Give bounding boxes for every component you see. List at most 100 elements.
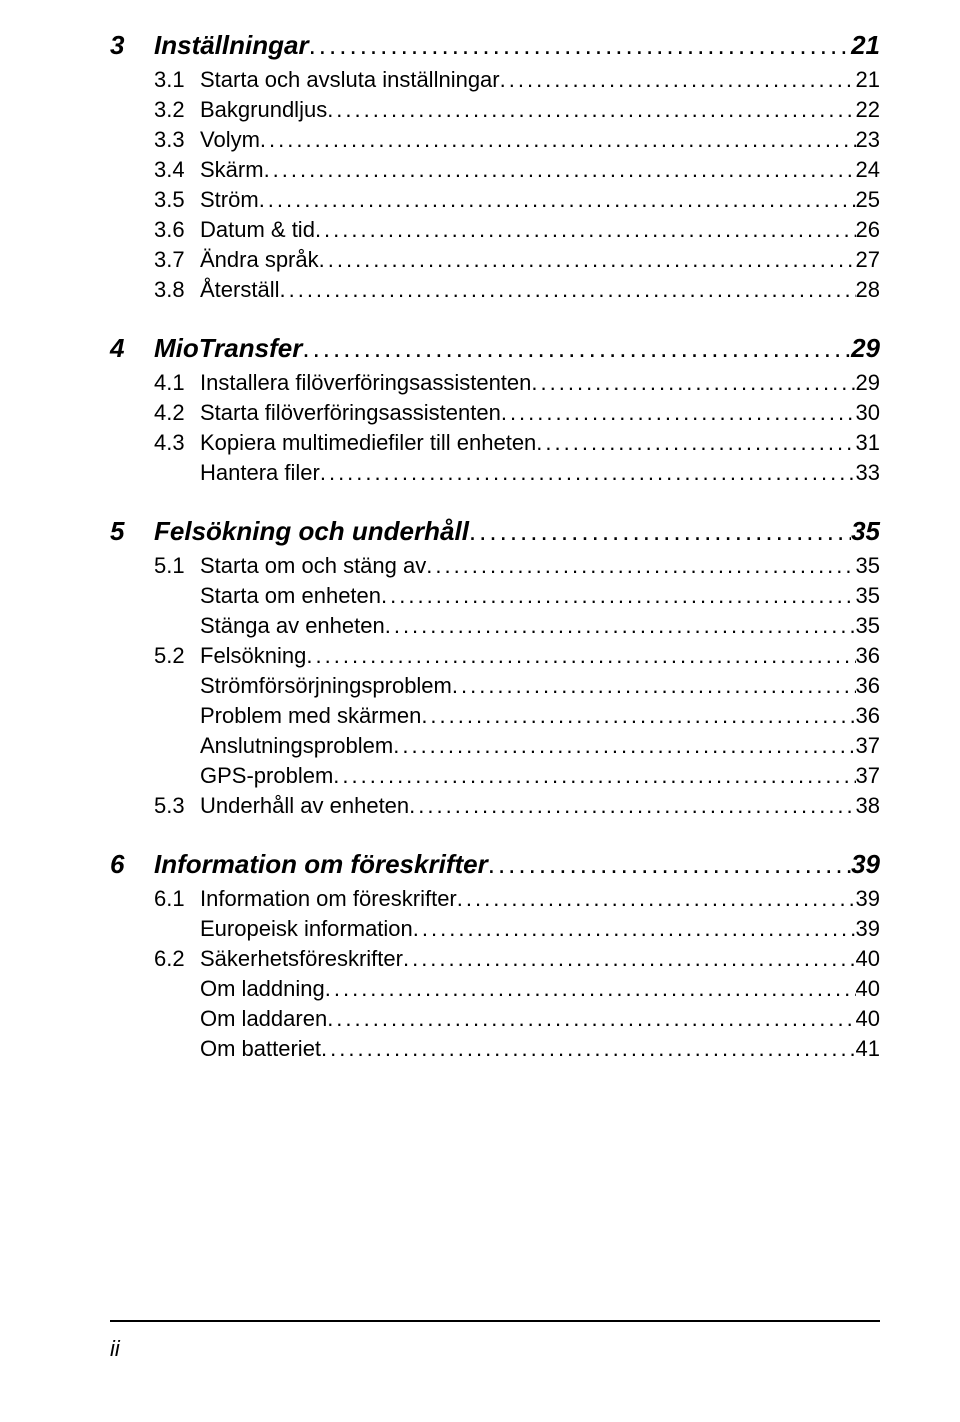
toc-subsection[interactable]: Hantera filer ..........................… (200, 460, 880, 486)
toc-label: Kopiera multimediefiler till enheten (200, 430, 536, 456)
toc-label: Ström (200, 187, 259, 213)
toc-page-num: 37 (856, 763, 880, 789)
toc-section[interactable]: 3.7 Ändra språk ........................… (154, 247, 880, 273)
toc-chapter[interactable]: 6 Information om föreskrifter ..........… (110, 849, 880, 880)
toc-label: Volym (200, 127, 260, 153)
dot-leader: ........................................… (319, 247, 856, 273)
toc-subsection[interactable]: Stänga av enheten ......................… (200, 613, 880, 639)
toc-page-num: 35 (856, 613, 880, 639)
dot-leader: ........................................… (469, 516, 851, 547)
toc-num: 3.1 (154, 67, 200, 93)
dot-leader: ........................................… (315, 217, 856, 243)
toc-page-num: 31 (856, 430, 880, 456)
toc-chapter[interactable]: 5 Felsökning och underhåll .............… (110, 516, 880, 547)
dot-leader: ........................................… (393, 733, 855, 759)
toc-page-num: 21 (851, 30, 880, 61)
toc-num: 5.3 (154, 793, 200, 819)
toc-section[interactable]: 3.6 Datum & tid ........................… (154, 217, 880, 243)
toc-label: Underhåll av enheten (200, 793, 409, 819)
toc-label: Strömförsörjningsproblem (200, 673, 452, 699)
toc-page-num: 33 (856, 460, 880, 486)
dot-leader: ........................................… (409, 793, 855, 819)
toc-page-num: 26 (856, 217, 880, 243)
toc-subsection[interactable]: Om batteriet ...........................… (200, 1036, 880, 1062)
toc-section[interactable]: 4.1 Installera filöverföringsassistenten… (154, 370, 880, 396)
toc-page-num: 27 (856, 247, 880, 273)
dot-leader: ........................................… (536, 430, 855, 456)
toc-label: Starta om enheten (200, 583, 381, 609)
toc-subsection[interactable]: Europeisk information ..................… (200, 916, 880, 942)
footer-rule (110, 1320, 880, 1322)
toc-label: Stänga av enheten (200, 613, 385, 639)
dot-leader: ........................................… (321, 1036, 855, 1062)
dot-leader: ........................................… (279, 277, 855, 303)
toc-label: Information om föreskrifter (200, 886, 457, 912)
toc-section[interactable]: 3.2 Bakgrundljus .......................… (154, 97, 880, 123)
toc-section[interactable]: 3.3 Volym ..............................… (154, 127, 880, 153)
toc-section[interactable]: 4.2 Starta filöverföringsassistenten ...… (154, 400, 880, 426)
toc-chapter[interactable]: 4 MioTransfer ..........................… (110, 333, 880, 364)
dot-leader: ........................................… (531, 370, 855, 396)
toc-page-num: 21 (856, 67, 880, 93)
toc-subsection[interactable]: Strömförsörjningsproblem ...............… (200, 673, 880, 699)
dot-leader: ........................................… (320, 460, 856, 486)
dot-leader: ........................................… (264, 157, 856, 183)
toc-subsection[interactable]: Om laddaren ............................… (200, 1006, 880, 1032)
toc-label: Starta om och stäng av (200, 553, 426, 579)
toc-num: 3.8 (154, 277, 200, 303)
toc-num: 3.7 (154, 247, 200, 273)
toc-section[interactable]: 3.1 Starta och avsluta inställningar ...… (154, 67, 880, 93)
dot-leader: ........................................… (260, 127, 856, 153)
toc-num: 5.1 (154, 553, 200, 579)
toc-page-num: 29 (851, 333, 880, 364)
toc-subsection[interactable]: Problem med skärmen ....................… (200, 703, 880, 729)
toc-label: Starta filöverföringsassistenten (200, 400, 501, 426)
toc-num: 6 (110, 849, 154, 880)
toc-subsection[interactable]: Anslutningsproblem .....................… (200, 733, 880, 759)
dot-leader: ........................................… (259, 187, 856, 213)
toc-page-num: 25 (856, 187, 880, 213)
toc-label: Om laddning (200, 976, 325, 1002)
toc-num: 4.1 (154, 370, 200, 396)
dot-leader: ........................................… (452, 673, 856, 699)
toc-section[interactable]: 5.3 Underhåll av enheten ...............… (154, 793, 880, 819)
toc-page-num: 35 (851, 516, 880, 547)
toc-label: Återställ (200, 277, 279, 303)
toc-subsection[interactable]: Om laddning ............................… (200, 976, 880, 1002)
toc-section[interactable]: 6.2 Säkerhetsföreskrifter ..............… (154, 946, 880, 972)
dot-leader: ........................................… (488, 849, 851, 880)
toc-page-num: 40 (856, 946, 880, 972)
toc-num: 3.6 (154, 217, 200, 243)
toc-page-num: 40 (856, 976, 880, 1002)
toc-num: 5 (110, 516, 154, 547)
dot-leader: ........................................… (306, 643, 855, 669)
dot-leader: ........................................… (421, 703, 855, 729)
toc-section[interactable]: 3.5 Ström ..............................… (154, 187, 880, 213)
toc-label: Bakgrundljus (200, 97, 327, 123)
toc-num: 4.3 (154, 430, 200, 456)
toc-section[interactable]: 6.1 Information om föreskrifter ........… (154, 886, 880, 912)
dot-leader: ........................................… (457, 886, 856, 912)
toc-page-num: 38 (856, 793, 880, 819)
toc-subsection[interactable]: Starta om enheten ......................… (200, 583, 880, 609)
toc-page-num: 40 (856, 1006, 880, 1032)
toc-label: Felsökning (200, 643, 306, 669)
toc-chapter[interactable]: 3 Inställningar ........................… (110, 30, 880, 61)
toc-section[interactable]: 4.3 Kopiera multimediefiler till enheten… (154, 430, 880, 456)
toc-section[interactable]: 5.1 Starta om och stäng av .............… (154, 553, 880, 579)
dot-leader: ........................................… (309, 30, 852, 61)
toc-label: Hantera filer (200, 460, 320, 486)
toc-subsection[interactable]: GPS-problem ............................… (200, 763, 880, 789)
toc-num: 3.5 (154, 187, 200, 213)
toc-page-num: 22 (856, 97, 880, 123)
toc-page-num: 41 (856, 1036, 880, 1062)
toc-page-num: 37 (856, 733, 880, 759)
toc-section[interactable]: 3.4 Skärm ..............................… (154, 157, 880, 183)
dot-leader: ........................................… (327, 97, 855, 123)
toc-section[interactable]: 5.2 Felsökning .........................… (154, 643, 880, 669)
toc-label: Starta och avsluta inställningar (200, 67, 500, 93)
toc-label: Europeisk information (200, 916, 413, 942)
toc-num: 4.2 (154, 400, 200, 426)
toc-num: 3.2 (154, 97, 200, 123)
toc-section[interactable]: 3.8 Återställ ..........................… (154, 277, 880, 303)
